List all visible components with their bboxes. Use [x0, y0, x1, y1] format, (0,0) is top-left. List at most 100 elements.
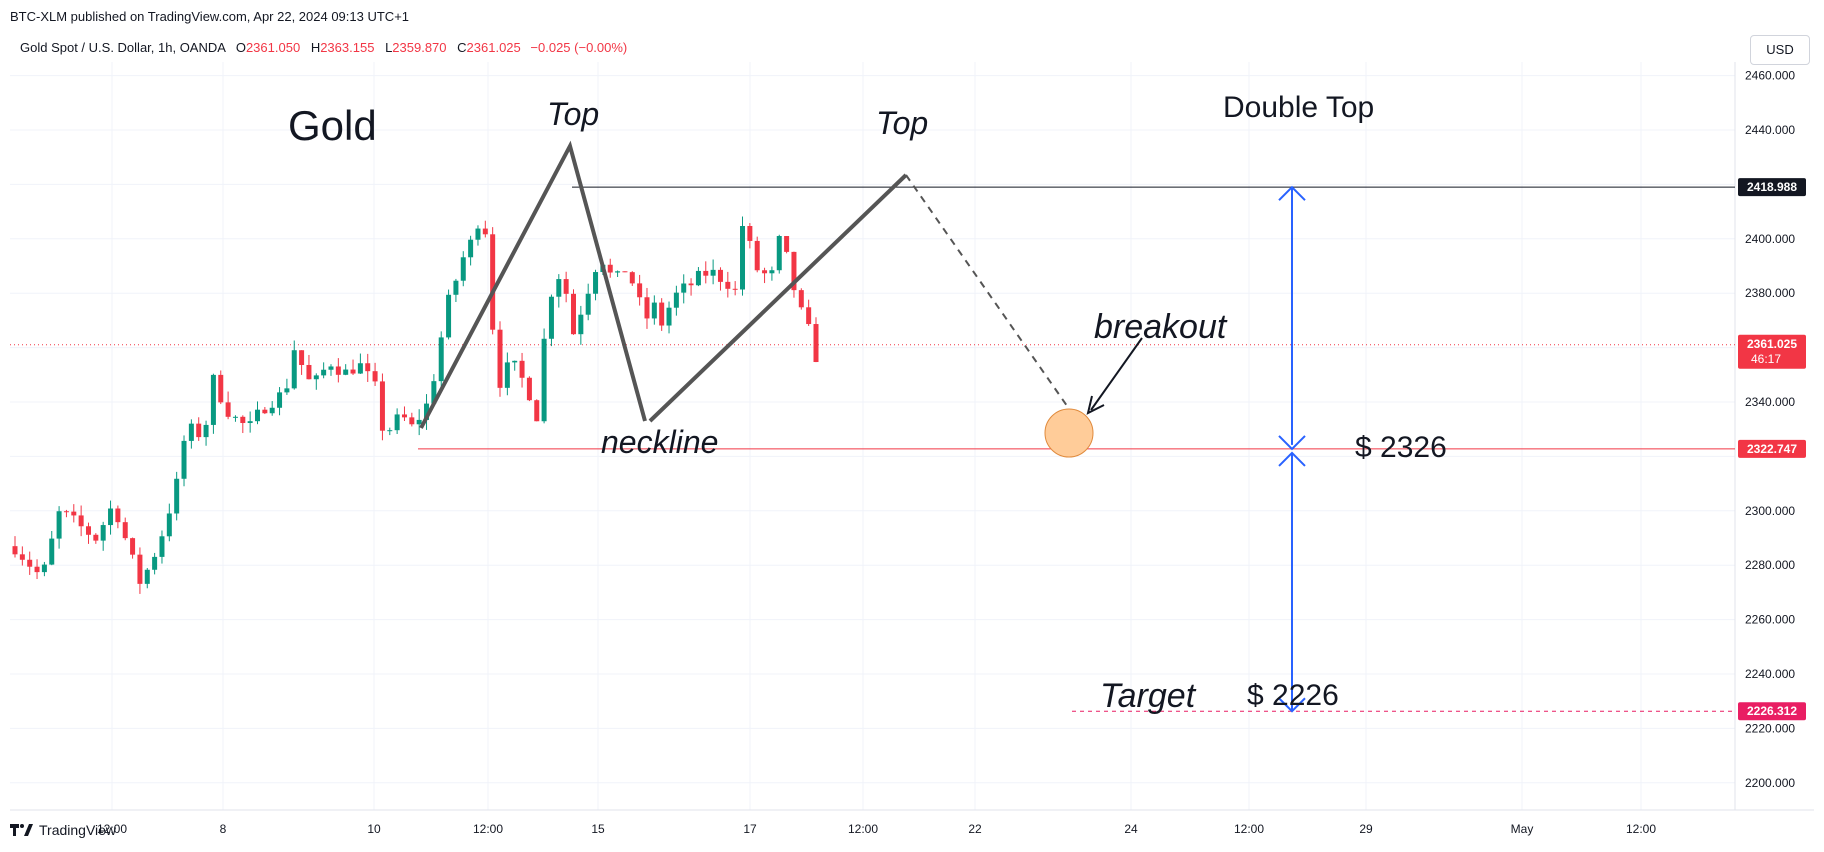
candle-body — [372, 371, 378, 382]
candle-body — [262, 409, 268, 414]
price-tick-label: 2260.000 — [1745, 613, 1795, 627]
candle-body — [232, 416, 238, 418]
brand-label: TradingView — [39, 822, 117, 838]
candle-body — [762, 270, 768, 274]
price-tag — [1738, 178, 1806, 197]
candle-body — [100, 525, 106, 541]
candle-body — [247, 421, 253, 424]
candle-body — [651, 302, 657, 319]
time-tick-label: 12:00 — [1234, 822, 1264, 836]
candle-body — [497, 329, 503, 388]
candle-body — [710, 269, 716, 276]
candle-body — [754, 240, 760, 271]
candle-body — [468, 239, 474, 258]
price-tag-value: 2361.025 — [1747, 337, 1797, 351]
candle-body — [556, 279, 562, 297]
candle-body — [673, 292, 679, 308]
close-value: 2361.025 — [466, 40, 521, 55]
time-tick-label: 24 — [1124, 822, 1138, 836]
price-tick-label: 2300.000 — [1745, 504, 1795, 518]
candle-body — [578, 314, 584, 335]
candle-body — [122, 522, 128, 539]
open-label: O — [235, 40, 246, 55]
candle-body — [144, 569, 150, 584]
candle-body — [321, 369, 327, 376]
candle-body — [277, 392, 283, 408]
time-tick-label: 15 — [591, 822, 605, 836]
candle-body — [78, 515, 84, 527]
price-tick-label: 2200.000 — [1745, 776, 1795, 790]
height-arrowhead-top — [1278, 185, 1306, 201]
candle-body — [695, 270, 701, 286]
candle-body — [71, 511, 77, 516]
candle-body — [49, 538, 55, 565]
candle-body — [541, 338, 547, 422]
candle-body — [681, 283, 687, 293]
breakout-arrow — [1090, 337, 1143, 411]
high-label: H — [310, 40, 321, 55]
candle-body — [512, 360, 518, 363]
price-tick-label: 2240.000 — [1745, 667, 1795, 681]
price-tag — [1738, 702, 1806, 721]
candle-body — [328, 366, 334, 370]
open-value: 2361.050 — [245, 40, 301, 55]
breakout-arrowhead — [1086, 395, 1105, 415]
price-tick-label: 2280.000 — [1745, 558, 1795, 572]
neckline-label: neckline — [601, 424, 718, 460]
candle-body — [490, 234, 496, 330]
candle-body — [210, 374, 216, 425]
candle-body — [776, 236, 782, 271]
time-tick-label: 12:00 — [848, 822, 878, 836]
candle-body — [19, 554, 25, 560]
time-tick-label: 29 — [1359, 822, 1373, 836]
currency-button[interactable]: USD — [1750, 35, 1810, 65]
candle-body — [409, 417, 415, 425]
candle-body — [438, 337, 444, 382]
price-tick-label: 2440.000 — [1745, 123, 1795, 137]
candle-body — [593, 272, 599, 294]
price-tag — [1738, 334, 1806, 369]
time-tick-label: 10 — [367, 822, 381, 836]
candle-body — [12, 546, 18, 555]
candle-body — [379, 381, 385, 431]
chart-title-annotation: Gold — [288, 102, 377, 149]
high-value: 2363.155 — [320, 40, 375, 55]
candle-body — [806, 307, 812, 325]
candle-body — [269, 407, 275, 414]
time-tick-label: 12:00 — [473, 822, 503, 836]
candle-body — [196, 423, 202, 438]
candle-body — [56, 511, 62, 539]
double-top-left-wave — [419, 140, 647, 429]
candle-body — [740, 226, 746, 290]
price-tick-label: 2220.000 — [1745, 721, 1795, 735]
candle-body — [666, 307, 672, 326]
candle-body — [813, 324, 819, 363]
candle-body — [357, 363, 363, 374]
tradingview-logo-icon — [10, 824, 33, 836]
candle-body — [255, 409, 261, 422]
price-tag-countdown: 46:17 — [1751, 352, 1781, 366]
top-label-left: Top — [547, 96, 599, 132]
candle-body — [27, 559, 33, 567]
pattern-label: Double Top — [1223, 91, 1374, 124]
candle-body — [203, 424, 209, 438]
candle-body — [769, 270, 775, 274]
candle-body — [570, 293, 576, 335]
projection-dashed-line — [905, 174, 1073, 414]
price-tag-value: 2418.988 — [1747, 180, 1797, 194]
tradingview-brand[interactable]: TradingView — [10, 822, 116, 838]
candle-body — [218, 374, 224, 403]
candle-body — [416, 419, 422, 425]
candle-body — [725, 281, 731, 289]
candle-body — [585, 293, 591, 315]
candle-body — [299, 350, 305, 365]
projection-arrowhead-bottom — [1278, 697, 1306, 713]
change-value: −0.025 (−0.00%) — [530, 40, 628, 55]
candle-body — [504, 362, 510, 388]
candle-body — [137, 554, 143, 584]
candle-body — [548, 296, 554, 339]
candle-body — [166, 513, 172, 537]
candle-body — [622, 271, 628, 273]
price-tick-label: 2460.000 — [1745, 69, 1795, 83]
